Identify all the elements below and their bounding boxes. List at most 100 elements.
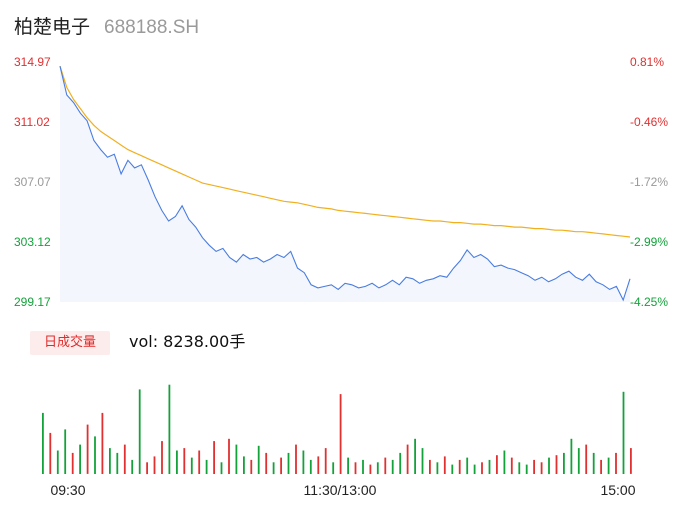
volume-bar [451,464,454,474]
time-tick-label: 09:30 [50,482,85,498]
time-tick-label: 15:00 [600,482,635,498]
volume-bar [488,459,491,474]
volume-bar [354,462,357,475]
volume-bar [168,384,171,474]
volume-bar [607,457,610,475]
avg-price-line [59,65,631,238]
volume-bar [481,462,483,475]
volume-bar [295,444,297,474]
volume-bar [622,391,625,474]
volume-bar [272,462,275,475]
stock-header: 柏楚电子 688188.SH [14,12,199,40]
volume-bar [429,459,431,474]
price-line [59,65,631,302]
volume-bar [257,445,260,474]
volume-bar [391,459,394,474]
volume-bar [220,462,223,475]
volume-value: vol: 8238.00手 [129,332,246,351]
volume-bar [49,432,52,474]
volume-bar [577,448,580,474]
price-axis-left: 314.97 311.02 307.07 303.12 299.17 [14,55,51,309]
volume-bar [324,448,327,474]
volume-bar [406,444,409,474]
volume-bar [123,444,126,474]
volume-bar [362,459,364,474]
price-tick-label: 299.17 [14,295,51,309]
volume-bar [458,459,461,474]
volume-bar [540,462,543,475]
volume-bar [42,412,44,474]
volume-bar [198,450,201,474]
time-tick-label: 11:30/13:00 [304,482,377,498]
volume-bar [570,438,573,474]
volume-bar [473,464,476,474]
volume-bar [287,452,290,474]
volume-bar [615,452,617,474]
volume-bar [190,457,193,475]
volume-bar [525,464,528,474]
volume-bar [213,441,215,474]
volume-bar [86,424,89,474]
volume-bar [496,455,498,474]
volume-bar [317,456,320,474]
pct-axis-right: 0.81% -0.46% -1.72% -2.99% -4.25% [630,55,668,309]
volume-bar [131,459,134,474]
volume-bar [56,450,59,474]
price-area-fill [60,66,630,302]
volume-bar [205,459,208,474]
volume-bar [414,438,416,474]
volume-bar [555,455,558,474]
volume-bar [510,457,513,475]
volume-bar [563,452,565,474]
stock-code: 688188.SH [104,17,200,38]
pct-tick-label: -4.25% [630,295,668,309]
volume-bar [600,459,602,474]
volume-bars [42,384,632,475]
price-tick-label: 314.97 [14,55,51,69]
pct-tick-label: -0.46% [630,115,668,129]
volume-bar [309,459,312,474]
volume-badge[interactable]: 日成交量 [30,331,110,355]
price-tick-label: 307.07 [14,175,51,189]
volume-bar [250,459,253,474]
volume-bar [384,457,387,475]
volume-bar [585,444,588,474]
volume-bar [533,459,535,474]
volume-bar [265,452,268,474]
volume-bar [592,452,595,474]
volume-bar [548,457,550,475]
price-tick-label: 311.02 [14,115,50,129]
volume-bar [176,450,178,474]
stock-name: 柏楚电子 [14,16,91,38]
volume-bar [421,448,424,474]
volume-bar [503,450,506,474]
volume-bar [347,457,349,475]
volume-bar [443,456,446,474]
volume-bar [94,436,96,474]
volume-bar [64,429,67,474]
volume-bar [436,462,439,475]
volume-bar [228,438,230,474]
volume-bar [630,448,632,474]
pct-tick-label: -2.99% [630,235,668,249]
price-tick-label: 303.12 [14,235,51,249]
volume-bar [138,389,141,474]
volume-bar [399,452,402,474]
volume-bar [339,394,342,474]
volume-bar [243,456,245,474]
time-axis: 09:30 11:30/13:00 15:00 [50,482,635,498]
volume-bar [280,457,282,475]
volume-bar [161,441,163,474]
volume-bar [109,448,111,474]
volume-bar [518,462,521,475]
volume-bar [332,462,335,475]
volume-bar [71,452,74,474]
volume-bar [302,450,305,474]
volume-bar [235,444,238,474]
volume-bar [153,456,156,474]
pct-tick-label: 0.81% [630,55,664,69]
volume-bar [183,448,186,474]
volume-bar [116,452,119,474]
volume-bar [146,462,148,475]
